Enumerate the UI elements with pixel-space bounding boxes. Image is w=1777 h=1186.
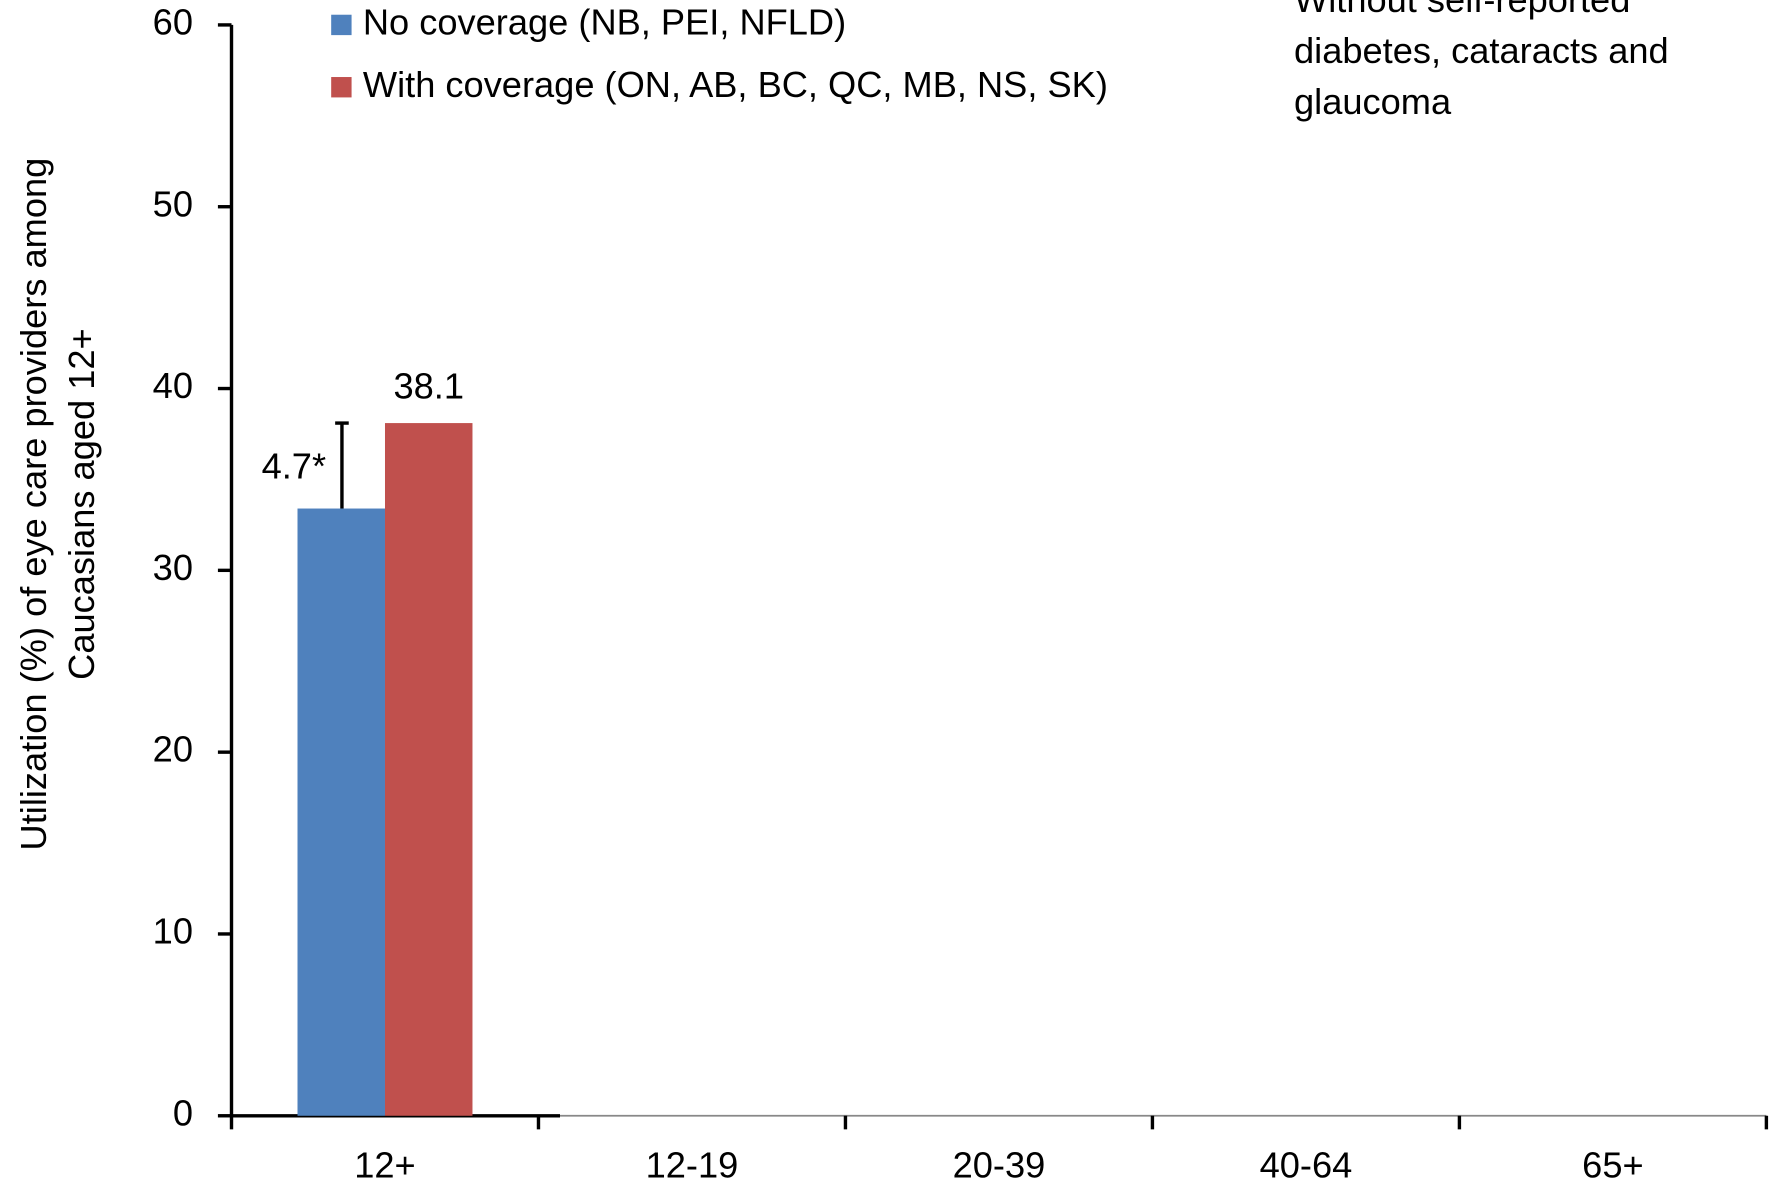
x-tick-label: 65+ bbox=[1582, 1144, 1643, 1185]
y-axis-label: Caucasians aged 12+ bbox=[61, 328, 102, 680]
annotation: Without self-reported diabetes, cataract… bbox=[1294, 0, 1669, 122]
annotation-line: glaucoma bbox=[1294, 81, 1452, 122]
x-tick-label: 40-64 bbox=[1260, 1144, 1353, 1185]
y-tick-label: 40 bbox=[153, 365, 193, 406]
x-tick-label: 20-39 bbox=[953, 1144, 1046, 1185]
legend-label: No coverage (NB, PEI, NFLD) bbox=[363, 1, 846, 42]
legend-label: With coverage (ON, AB, BC, QC, MB, NS, S… bbox=[363, 64, 1108, 105]
y-tick-label: 10 bbox=[153, 911, 193, 952]
y-tick-label: 50 bbox=[153, 183, 193, 224]
y-axis-label: Utilization (%) of eye care providers am… bbox=[13, 158, 54, 851]
x-tick-label: 12-19 bbox=[646, 1144, 739, 1185]
x-tick-label: 12+ bbox=[354, 1144, 415, 1185]
y-tick-label: 20 bbox=[153, 729, 193, 770]
bar bbox=[297, 509, 384, 1116]
y-tick-label: 60 bbox=[153, 1, 193, 42]
difference-label: 4.7* bbox=[262, 446, 326, 487]
data-label: 38.1 bbox=[393, 366, 464, 407]
legend-swatch bbox=[331, 77, 351, 97]
legend-swatch bbox=[331, 15, 351, 35]
bar bbox=[385, 423, 472, 1116]
chart: Without self-reported diabetes, cataract… bbox=[0, 0, 1777, 1186]
y-tick-label: 0 bbox=[173, 1092, 193, 1133]
annotation-line: Without self-reported bbox=[1294, 0, 1630, 20]
annotation-line: diabetes, cataracts and bbox=[1294, 30, 1669, 71]
y-tick-label: 30 bbox=[153, 547, 193, 588]
